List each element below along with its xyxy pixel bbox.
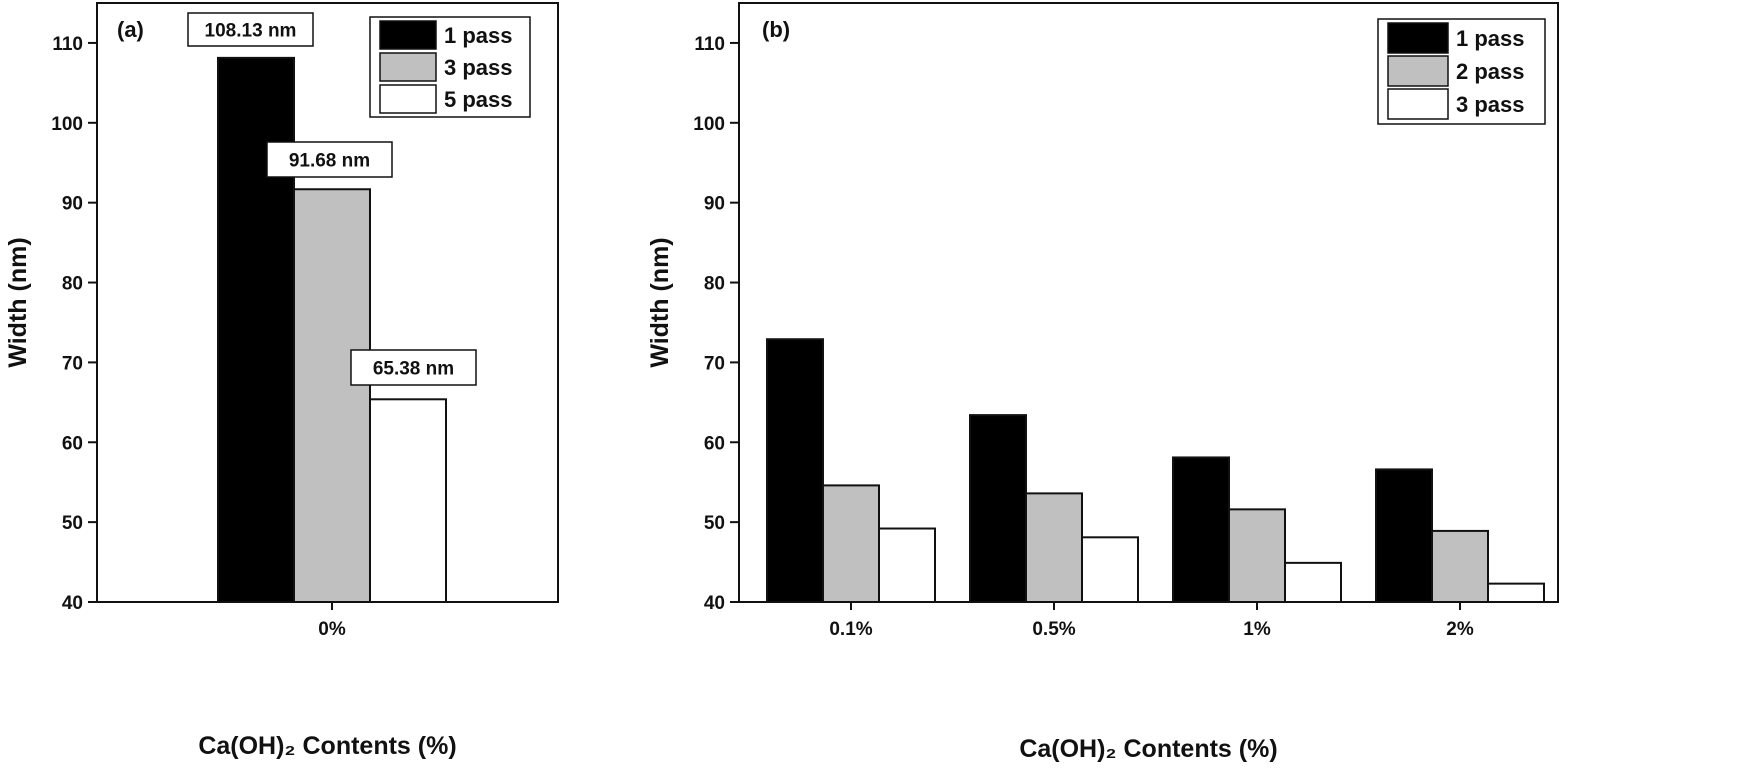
- y-tick-label: 100: [693, 114, 725, 135]
- x-tick-label: 0.1%: [829, 619, 872, 640]
- data-label-box: [266, 141, 393, 178]
- bar: [1375, 468, 1433, 603]
- bar: [822, 484, 880, 603]
- legend-swatch: [379, 20, 437, 50]
- panel-label: (b): [762, 17, 790, 42]
- panel-label: (a): [117, 17, 144, 42]
- bar: [369, 398, 447, 603]
- y-tick-label: 90: [62, 194, 83, 215]
- y-axis-label: Width (nm): [4, 237, 32, 367]
- chart-panel-a: 40 50 60 70 80 90 100 110 0% 108.13 nm 91.68 nm 65.…: [4, 2, 559, 760]
- plot-frame: [738, 2, 1559, 603]
- x-tick-label: 0.5%: [1032, 619, 1075, 640]
- bar: [1284, 561, 1342, 604]
- data-label: 65.38 nm: [373, 359, 454, 380]
- legend-swatch: [379, 52, 437, 82]
- y-tick-label: 60: [704, 433, 725, 454]
- y-tick-label: 40: [62, 593, 83, 614]
- legend-label: 5 pass: [444, 87, 513, 112]
- y-axis-label: Width (nm): [646, 237, 674, 367]
- legend-label: 1 pass: [444, 23, 513, 48]
- y-tick-label: 50: [704, 513, 725, 534]
- legend-label: 3 pass: [1456, 92, 1525, 117]
- bar: [1431, 529, 1489, 603]
- bar: [1172, 456, 1230, 604]
- bar: [217, 56, 295, 603]
- bar: [878, 527, 936, 603]
- bar: [1081, 536, 1139, 603]
- data-label-box: [350, 349, 477, 386]
- y-tick-label: 110: [694, 34, 725, 55]
- legend-swatch: [379, 84, 437, 114]
- data-label-box: [187, 12, 314, 47]
- bar: [293, 188, 371, 604]
- y-tick-label: 60: [62, 433, 83, 454]
- y-tick-label: 40: [704, 593, 725, 614]
- legend: 1 pass 2 pass 3 pass: [1377, 18, 1546, 125]
- data-label: 91.68 nm: [289, 151, 370, 172]
- y-tick-label: 50: [62, 513, 83, 534]
- legend-swatch: [1387, 55, 1449, 87]
- x-axis-label: Ca(OH)₂ Contents (%): [198, 732, 456, 760]
- legend-swatch: [1387, 22, 1449, 54]
- y-tick-label: 90: [704, 194, 725, 215]
- bar: [1025, 492, 1083, 604]
- y-tick-label: 80: [62, 274, 83, 295]
- y-tick-label: 80: [704, 274, 725, 295]
- y-tick-label: 70: [62, 353, 83, 374]
- y-tick-label: 70: [704, 353, 725, 374]
- bar: [766, 338, 824, 603]
- legend: 1 pass 3 pass 5 pass: [369, 16, 531, 118]
- x-tick-label: 0%: [318, 619, 346, 640]
- y-tick-label: 110: [52, 34, 83, 55]
- legend-swatch: [1387, 88, 1449, 120]
- chart-panel-b: 40 50 60 70 80 90 100 110 0.1% 0.5% 1% 2% 1 pass 2 pa…: [646, 2, 1559, 763]
- x-axis-label: Ca(OH)₂ Contents (%): [1019, 735, 1277, 763]
- data-label: 108.13 nm: [205, 21, 297, 42]
- x-tick-label: 1%: [1243, 619, 1271, 640]
- bar: [969, 414, 1027, 603]
- legend-label: 1 pass: [1456, 26, 1525, 51]
- y-tick-label: 100: [51, 114, 83, 135]
- legend-label: 2 pass: [1456, 59, 1525, 84]
- legend-label: 3 pass: [444, 55, 513, 80]
- x-tick-label: 2%: [1446, 619, 1474, 640]
- bar: [1228, 508, 1286, 604]
- bar: [1487, 582, 1545, 604]
